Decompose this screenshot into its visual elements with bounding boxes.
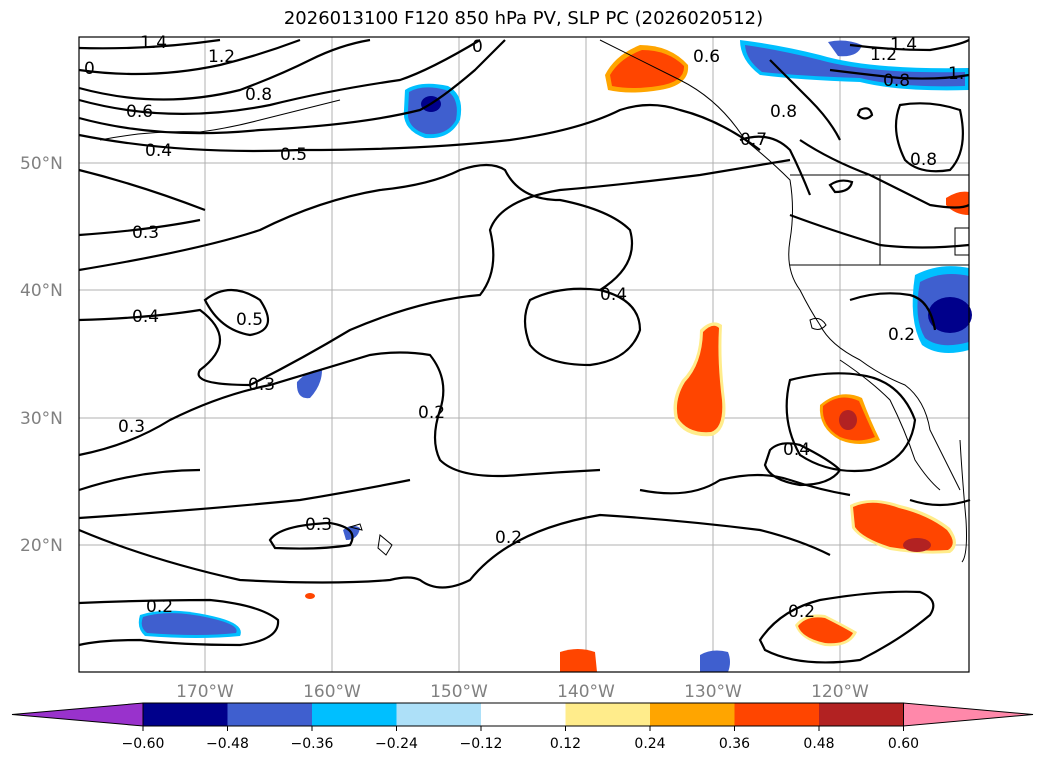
colorbar-tick-label: −0.36 <box>291 736 334 752</box>
colorbar-segment <box>312 703 397 726</box>
contour-label: 0.4 <box>145 141 172 161</box>
colorbar-segment <box>396 703 482 726</box>
colorbar-tick-label: −0.60 <box>122 736 165 752</box>
contour-label: 0.3 <box>248 375 275 395</box>
graticule <box>79 37 969 672</box>
lon-label: 140°W <box>557 682 615 702</box>
contour-label: 0.7 <box>740 130 767 150</box>
lon-label: 130°W <box>684 682 742 702</box>
contour-label: 1.2 <box>208 47 235 67</box>
map-frame <box>78 36 970 673</box>
contour-label: 1. <box>948 64 964 84</box>
contour-label: 0.3 <box>132 223 159 243</box>
contour-label: 0.2 <box>888 325 915 345</box>
colorbar-segment <box>734 703 820 726</box>
contour-label: 0.8 <box>910 150 937 170</box>
colorbar-frame <box>142 702 904 727</box>
colorbar: −0.60 −0.48 −0.36 −0.24 −0.12 0.12 0.24 0.36 0.4… <box>11 702 1034 752</box>
colorbar-tick-label: 0.24 <box>634 736 665 752</box>
slp-contours <box>78 38 971 664</box>
contour-label: 0.8 <box>245 85 272 105</box>
colorbar-tick-label: 0.36 <box>719 736 750 752</box>
contour-label: 0.8 <box>883 71 910 91</box>
contour-label: 0.5 <box>280 145 307 165</box>
lon-label: 150°W <box>430 682 488 702</box>
lon-label: 120°W <box>811 682 869 702</box>
contour-label: 0.5 <box>236 310 263 330</box>
colorbar-segment <box>819 703 904 726</box>
contour-label: 0.2 <box>146 597 173 617</box>
colorbar-segment <box>227 703 313 726</box>
contour-label: 0 <box>84 59 95 79</box>
map-title: 2026013100 F120 850 hPa PV, SLP PC (2026… <box>283 8 764 29</box>
lat-label: 40°N <box>20 281 63 301</box>
lat-label: 20°N <box>20 536 63 556</box>
contour-label: 0.4 <box>600 285 627 305</box>
contour-label: 0.4 <box>132 307 159 327</box>
colorbar-segment <box>650 703 735 726</box>
lon-label: 160°W <box>303 682 361 702</box>
colorbar-tick-label: 0.12 <box>550 736 581 752</box>
pv-fill-positive <box>305 45 969 672</box>
lon-label: 170°W <box>176 682 234 702</box>
contour-label: 0.6 <box>693 47 720 67</box>
colorbar-extend-high <box>903 702 1034 727</box>
contour-label: 0.2 <box>418 403 445 423</box>
contour-label: 1.4 <box>890 35 917 55</box>
colorbar-segment <box>565 703 651 726</box>
contour-label-group: 1.4 1.2 0.8 0.6 0.4 0.5 0.3 0.4 0.5 0.3 … <box>84 33 964 622</box>
colorbar-tick-label: −0.12 <box>460 736 503 752</box>
map-background <box>79 37 969 672</box>
lat-label: 50°N <box>20 154 63 174</box>
contour-label: 0.6 <box>126 102 153 122</box>
contour-label: 0.3 <box>305 515 332 535</box>
contour-label: 0.2 <box>788 602 815 622</box>
coastlines <box>99 39 970 563</box>
colorbar-tick-label: −0.48 <box>206 736 249 752</box>
colorbar-tick-label: 0.48 <box>803 736 834 752</box>
contour-label: 0 <box>472 37 483 57</box>
colorbar-tick-label: 0.60 <box>888 736 919 752</box>
contour-label: 0.4 <box>783 440 810 460</box>
contour-label: 0.3 <box>118 417 145 437</box>
colorbar-segment <box>143 703 228 726</box>
contour-label: 0.8 <box>770 102 797 122</box>
colorbar-extend-low <box>11 702 144 727</box>
contour-label: 1.2 <box>870 45 897 65</box>
contour-label: 1.4 <box>140 33 167 53</box>
colorbar-tick-label: −0.24 <box>375 736 418 752</box>
colorbar-segment <box>481 703 566 726</box>
latitude-labels: 50°N 40°N 30°N 20°N <box>20 154 63 556</box>
longitude-labels: 170°W 160°W 150°W 140°W 130°W 120°W <box>176 682 869 702</box>
lat-label: 30°N <box>20 409 63 429</box>
contour-label: 0.2 <box>495 528 522 548</box>
